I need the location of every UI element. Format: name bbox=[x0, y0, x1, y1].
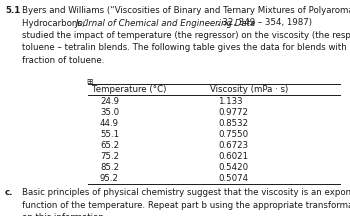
Text: 24.9: 24.9 bbox=[100, 97, 119, 106]
Text: Basic principles of physical chemistry suggest that the viscosity is an exponent: Basic principles of physical chemistry s… bbox=[22, 188, 350, 197]
Text: 0.9772: 0.9772 bbox=[218, 108, 248, 117]
Text: 0.7550: 0.7550 bbox=[218, 130, 248, 139]
Text: 5.1: 5.1 bbox=[5, 6, 20, 15]
Text: on this information.: on this information. bbox=[22, 213, 106, 216]
Text: fraction of toluene.: fraction of toluene. bbox=[22, 56, 104, 65]
Text: Viscosity (mPa · s): Viscosity (mPa · s) bbox=[210, 84, 288, 94]
Text: 0.6723: 0.6723 bbox=[218, 141, 248, 150]
Text: Byers and Williams (“Viscosities of Binary and Ternary Mixtures of Polyaromatic: Byers and Williams (“Viscosities of Bina… bbox=[22, 6, 350, 15]
Text: 0.5074: 0.5074 bbox=[218, 174, 248, 183]
Text: 0.8532: 0.8532 bbox=[218, 119, 248, 128]
Text: 95.2: 95.2 bbox=[100, 174, 119, 183]
Text: studied the impact of temperature (the regressor) on the viscosity (the response: studied the impact of temperature (the r… bbox=[22, 31, 350, 40]
Text: 44.9: 44.9 bbox=[100, 119, 119, 128]
Text: 65.2: 65.2 bbox=[100, 141, 119, 150]
Text: Temperature (°C): Temperature (°C) bbox=[92, 84, 166, 94]
Text: 0.5420: 0.5420 bbox=[218, 163, 248, 172]
Text: ⊞: ⊞ bbox=[86, 76, 92, 86]
Text: Journal of Chemical and Engineering Data: Journal of Chemical and Engineering Data bbox=[75, 19, 256, 27]
Text: , 32, 349 – 354, 1987): , 32, 349 – 354, 1987) bbox=[217, 19, 312, 27]
Text: 55.1: 55.1 bbox=[100, 130, 119, 139]
Text: c.: c. bbox=[5, 188, 14, 197]
Text: 85.2: 85.2 bbox=[100, 163, 119, 172]
Text: 35.0: 35.0 bbox=[100, 108, 119, 117]
Text: 1.133: 1.133 bbox=[218, 97, 243, 106]
Text: 0.6021: 0.6021 bbox=[218, 152, 248, 161]
Text: toluene – tetralin blends. The following table gives the data for blends with a : toluene – tetralin blends. The following… bbox=[22, 43, 350, 52]
Text: 75.2: 75.2 bbox=[100, 152, 119, 161]
Text: Hydrocarbons,”: Hydrocarbons,” bbox=[22, 19, 92, 27]
Text: function of the temperature. Repeat part b using the appropriate transformation : function of the temperature. Repeat part… bbox=[22, 200, 350, 210]
